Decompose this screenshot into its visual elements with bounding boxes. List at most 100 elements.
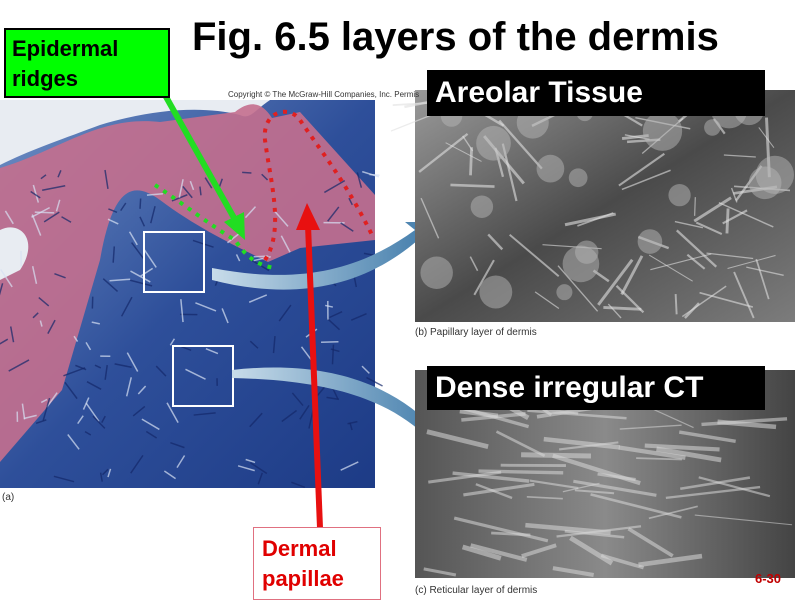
fiber (642, 111, 683, 151)
fiber (120, 296, 133, 317)
fiber (525, 522, 611, 535)
fiber (291, 481, 306, 489)
fiber (331, 344, 335, 365)
fiber (536, 154, 565, 183)
pointer-arrow (162, 93, 241, 227)
fiber (686, 253, 706, 270)
fiber (746, 266, 784, 276)
fiber (638, 553, 703, 568)
fiber (665, 485, 761, 500)
fiber (142, 248, 157, 268)
fiber (329, 311, 343, 319)
fiber (340, 222, 354, 232)
fiber (621, 169, 671, 191)
fiber (31, 265, 38, 284)
fiber (109, 278, 131, 282)
fiber (348, 197, 353, 206)
fiber (650, 253, 712, 271)
fiber (77, 415, 84, 425)
fiber (420, 256, 453, 289)
fiber (126, 352, 139, 372)
fiber (278, 304, 292, 322)
fiber (199, 186, 202, 196)
fiber (603, 305, 642, 311)
fiber (272, 336, 276, 354)
fiber (245, 458, 256, 464)
caption: (b) Papillary layer of dermis (415, 327, 537, 338)
fiber (130, 270, 151, 283)
fiber (99, 472, 103, 482)
label-dense: Dense irregular CT (427, 366, 765, 410)
fiber (361, 365, 370, 374)
fiber (534, 291, 560, 310)
fiber (249, 340, 259, 349)
fiber (261, 173, 269, 181)
fiber (102, 278, 119, 293)
fiber (108, 208, 118, 213)
fiber (82, 397, 90, 410)
fiber (695, 221, 723, 236)
fiber (428, 470, 502, 484)
fiber (362, 170, 380, 178)
label-areolar: Areolar Tissue (427, 70, 765, 116)
fiber (235, 254, 241, 262)
fiber (250, 462, 268, 475)
pointer-arrowhead (224, 212, 245, 240)
fiber (170, 441, 185, 449)
fiber (463, 482, 535, 497)
fiber (680, 476, 751, 491)
fiber (104, 365, 108, 380)
pointer-arrow (305, 224, 323, 529)
fiber (648, 505, 698, 520)
fiber (627, 527, 674, 558)
fiber (185, 368, 206, 380)
copyright: Copyright © The McGraw-Hill Companies, I… (228, 90, 419, 99)
slide-number: 6-30 (755, 571, 781, 586)
fiber (166, 402, 179, 423)
caption: (c) Reticular layer of dermis (415, 585, 537, 596)
fiber (674, 294, 678, 315)
fiber (495, 430, 546, 458)
fiber (636, 457, 682, 461)
fiber (340, 461, 359, 471)
fiber (693, 196, 732, 223)
fiber (21, 403, 26, 420)
fiber (129, 279, 153, 287)
fiber (674, 220, 704, 229)
fiber (349, 422, 353, 431)
fiber (620, 255, 644, 296)
fiber (146, 193, 163, 196)
fiber (86, 381, 102, 390)
fiber (392, 101, 434, 106)
fiber (40, 174, 47, 180)
fiber (218, 178, 223, 188)
fiber (699, 291, 754, 308)
fiber (615, 285, 645, 314)
fiber (139, 198, 142, 209)
slide-title: Fig. 6.5 layers of the dermis (192, 15, 719, 59)
fiber (280, 235, 291, 253)
fiber (420, 197, 440, 239)
fiber (23, 414, 37, 420)
fiber (569, 535, 614, 566)
fiber (730, 187, 738, 203)
fiber (181, 345, 192, 352)
fiber (8, 359, 30, 372)
fiber (54, 272, 66, 279)
fiber (32, 184, 40, 203)
fiber (114, 363, 132, 369)
fiber (137, 385, 147, 395)
fiber (694, 197, 696, 216)
surface (0, 100, 270, 165)
texture (0, 169, 384, 489)
fiber (573, 479, 657, 497)
label-epidermal-ridges: Epidermal ridges (4, 28, 170, 98)
fiber (257, 472, 264, 485)
fiber (163, 470, 177, 480)
dotted-outline (262, 109, 374, 262)
fiber (67, 434, 80, 450)
fiber (0, 338, 9, 345)
fiber (4, 210, 14, 225)
fiber (356, 172, 363, 188)
fiber (650, 407, 694, 429)
